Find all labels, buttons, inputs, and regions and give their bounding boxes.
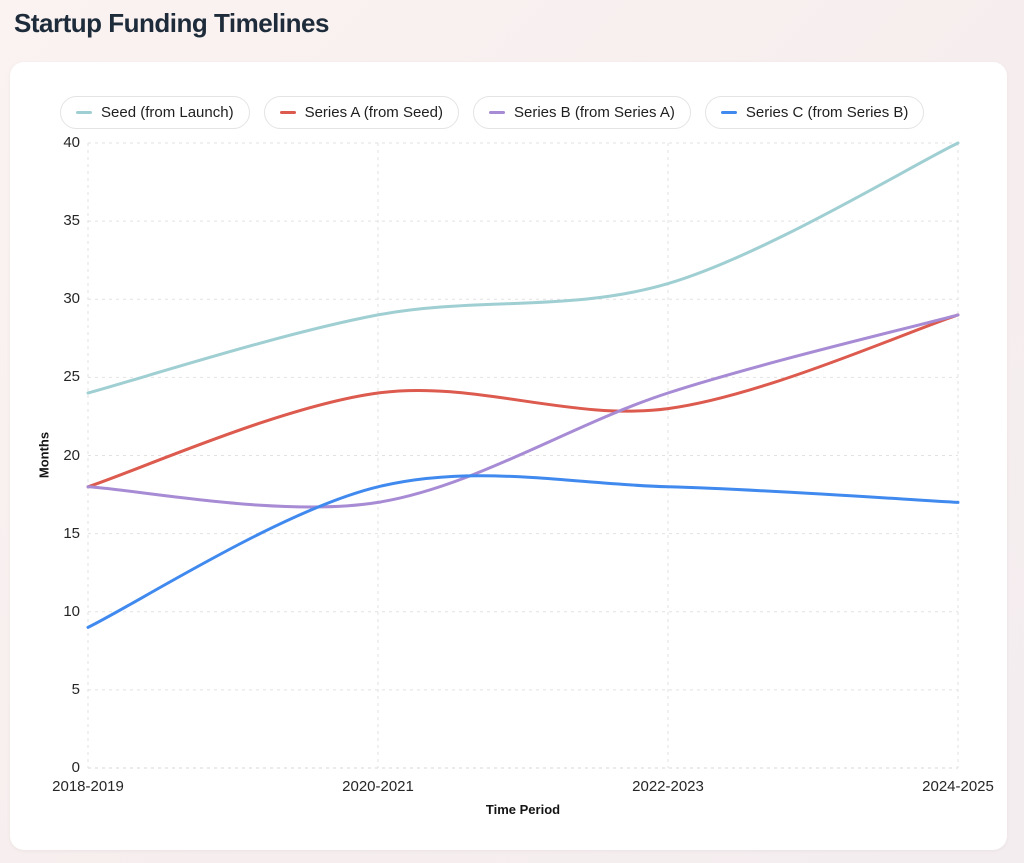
- line-series-c-from-series-b: [86, 474, 960, 629]
- legend-item-series-c[interactable]: Series C (from Series B): [704, 96, 925, 129]
- x-tick-label: 2018-2019: [52, 778, 124, 795]
- y-tick-label: 25: [63, 368, 80, 386]
- line-seed-from-launch: [86, 141, 960, 395]
- legend-item-label: Seed (from Launch): [101, 104, 234, 121]
- y-tick-label: 30: [63, 290, 80, 308]
- legend-item-series-b[interactable]: Series B (from Series A): [472, 96, 691, 129]
- chart-legend: Seed (from Launch) Series A (from Seed) …: [60, 96, 925, 129]
- y-tick-label: 20: [63, 446, 80, 464]
- x-axis-title: Time Period: [485, 802, 561, 817]
- legend-dash-icon: [488, 111, 505, 114]
- legend-item-label: Series B (from Series A): [513, 104, 675, 121]
- legend-item-label: Series C (from Series B): [745, 104, 909, 121]
- legend-item-label: Series A (from Seed): [304, 104, 443, 121]
- line-series-b-from-series-a: [86, 313, 960, 509]
- x-tick-label: 2020-2021: [342, 778, 414, 795]
- y-tick-label: 10: [63, 602, 80, 620]
- y-tick-label: 0: [71, 759, 80, 776]
- line-series-a-from-seed: [86, 313, 960, 489]
- line-chart: [86, 141, 960, 769]
- legend-dash-icon: [720, 111, 737, 114]
- legend-item-series-a[interactable]: Series A (from Seed): [263, 96, 459, 129]
- x-tick-label: 2024-2025: [922, 778, 994, 795]
- legend-dash-icon: [279, 111, 296, 114]
- legend-dash-icon: [76, 111, 92, 114]
- x-tick-label: 2022-2023: [632, 778, 704, 795]
- y-tick-label: 35: [63, 212, 80, 230]
- chart-plot-area: [86, 141, 960, 769]
- y-tick-label: 15: [63, 524, 80, 542]
- y-tick-label: 5: [71, 680, 80, 698]
- legend-item-seed[interactable]: Seed (from Launch): [60, 96, 250, 129]
- page-title: Startup Funding Timelines: [14, 8, 329, 38]
- chart-card: Seed (from Launch) Series A (from Seed) …: [10, 62, 1007, 850]
- y-tick-label: 40: [63, 134, 80, 151]
